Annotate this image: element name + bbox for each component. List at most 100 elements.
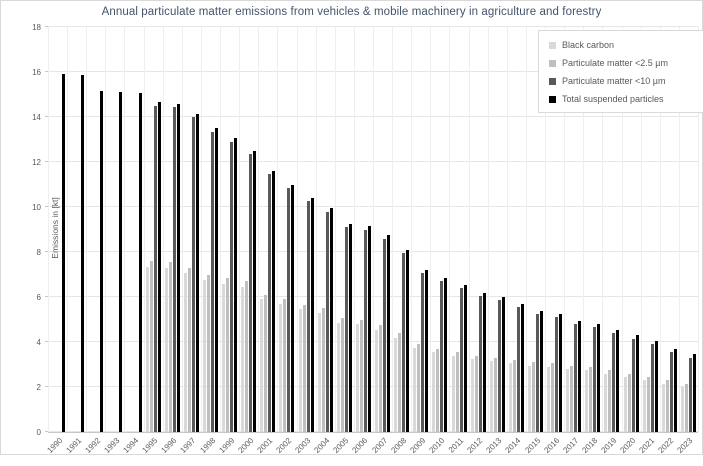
year-group-2002	[277, 27, 296, 432]
bar	[508, 363, 512, 432]
bar	[451, 355, 455, 432]
bar	[559, 313, 563, 432]
bar	[241, 286, 245, 432]
y-tick-label: 0	[36, 428, 41, 437]
v-gridline	[200, 27, 202, 432]
y-tick-mark	[45, 386, 48, 387]
bar	[432, 352, 436, 432]
v-gridline	[430, 27, 432, 432]
bar	[325, 211, 329, 432]
bar	[459, 288, 463, 432]
bar	[402, 253, 406, 432]
year-group-2008	[392, 27, 411, 432]
y-tick-label: 8	[36, 248, 41, 257]
bar	[145, 266, 149, 432]
v-gridline	[181, 27, 183, 432]
bar	[306, 201, 310, 432]
bar	[547, 366, 551, 432]
bar	[202, 280, 206, 432]
plot-area: Emissions in [kt] 0 2 4 6 8 10 12 14 16 18 1990 19…	[32, 23, 699, 455]
bar	[264, 294, 268, 432]
bar	[589, 366, 593, 432]
year-group-1997	[182, 27, 201, 432]
bar	[249, 154, 253, 432]
year-group-2022	[660, 27, 679, 432]
v-gridline	[258, 27, 260, 432]
v-gridline	[48, 27, 49, 432]
bar	[302, 304, 306, 432]
bar	[654, 340, 658, 432]
bar	[394, 337, 398, 432]
legend-item: Particulate matter <10 µm	[539, 72, 703, 90]
bar	[673, 348, 677, 432]
bar	[597, 324, 601, 432]
bar	[593, 327, 597, 432]
bar	[455, 352, 459, 432]
legend-label: Total suspended particles	[562, 94, 664, 104]
bar	[665, 380, 669, 432]
v-gridline	[67, 27, 69, 432]
bar	[482, 292, 486, 432]
year-group-1990	[48, 27, 67, 432]
bar	[387, 235, 391, 432]
bar	[149, 261, 153, 432]
year-group-2021	[641, 27, 660, 432]
bar	[206, 274, 210, 432]
bar	[616, 329, 620, 432]
bar	[527, 365, 531, 432]
bar	[631, 338, 635, 432]
bar	[627, 373, 631, 432]
bar	[234, 138, 238, 432]
bar	[329, 208, 333, 432]
bar	[191, 117, 195, 432]
v-gridline	[525, 27, 527, 432]
legend-label: Particulate matter <2.5 µm	[562, 58, 668, 68]
bar	[226, 277, 230, 432]
v-gridline	[602, 27, 604, 432]
v-gridline	[640, 27, 642, 432]
bar	[310, 198, 314, 432]
bar	[421, 273, 425, 432]
year-group-2006	[354, 27, 373, 432]
v-gridline	[545, 27, 547, 432]
bar	[62, 74, 66, 432]
bar	[272, 171, 276, 432]
v-gridline	[678, 27, 680, 432]
year-group-2007	[373, 27, 392, 432]
legend-label: Particulate matter <10 µm	[562, 76, 666, 86]
bar	[222, 283, 226, 432]
legend-item: Black carbon	[539, 36, 703, 54]
y-axis-title: Emissions in [kt]	[50, 197, 60, 259]
year-group-1999	[220, 27, 239, 432]
v-gridline	[698, 27, 699, 432]
year-group-1991	[67, 27, 86, 432]
v-gridline	[392, 27, 394, 432]
year-group-2012	[469, 27, 488, 432]
chart-frame: Annual particulate matter emissions from…	[0, 0, 703, 455]
v-gridline	[564, 27, 566, 432]
bar	[253, 150, 257, 432]
bar	[383, 238, 387, 432]
y-tick-mark	[45, 296, 48, 297]
y-tick-mark	[45, 206, 48, 207]
bar	[168, 262, 172, 432]
legend-item: Total suspended particles	[539, 90, 703, 108]
v-gridline	[468, 27, 470, 432]
year-group-2019	[602, 27, 621, 432]
bar	[344, 227, 348, 432]
bar	[164, 267, 168, 432]
legend: Black carbon Particulate matter <2.5 µm Pa…	[538, 30, 703, 113]
bar	[406, 249, 410, 432]
bar	[440, 281, 444, 432]
bar	[210, 131, 214, 432]
y-tick-mark	[45, 251, 48, 252]
bar	[245, 281, 249, 432]
v-gridline	[124, 27, 126, 432]
bar	[119, 92, 123, 432]
bar	[463, 284, 467, 432]
year-group-2010	[430, 27, 449, 432]
bar	[340, 318, 344, 432]
bar	[375, 329, 379, 432]
bar	[478, 295, 482, 432]
bar	[100, 91, 104, 432]
